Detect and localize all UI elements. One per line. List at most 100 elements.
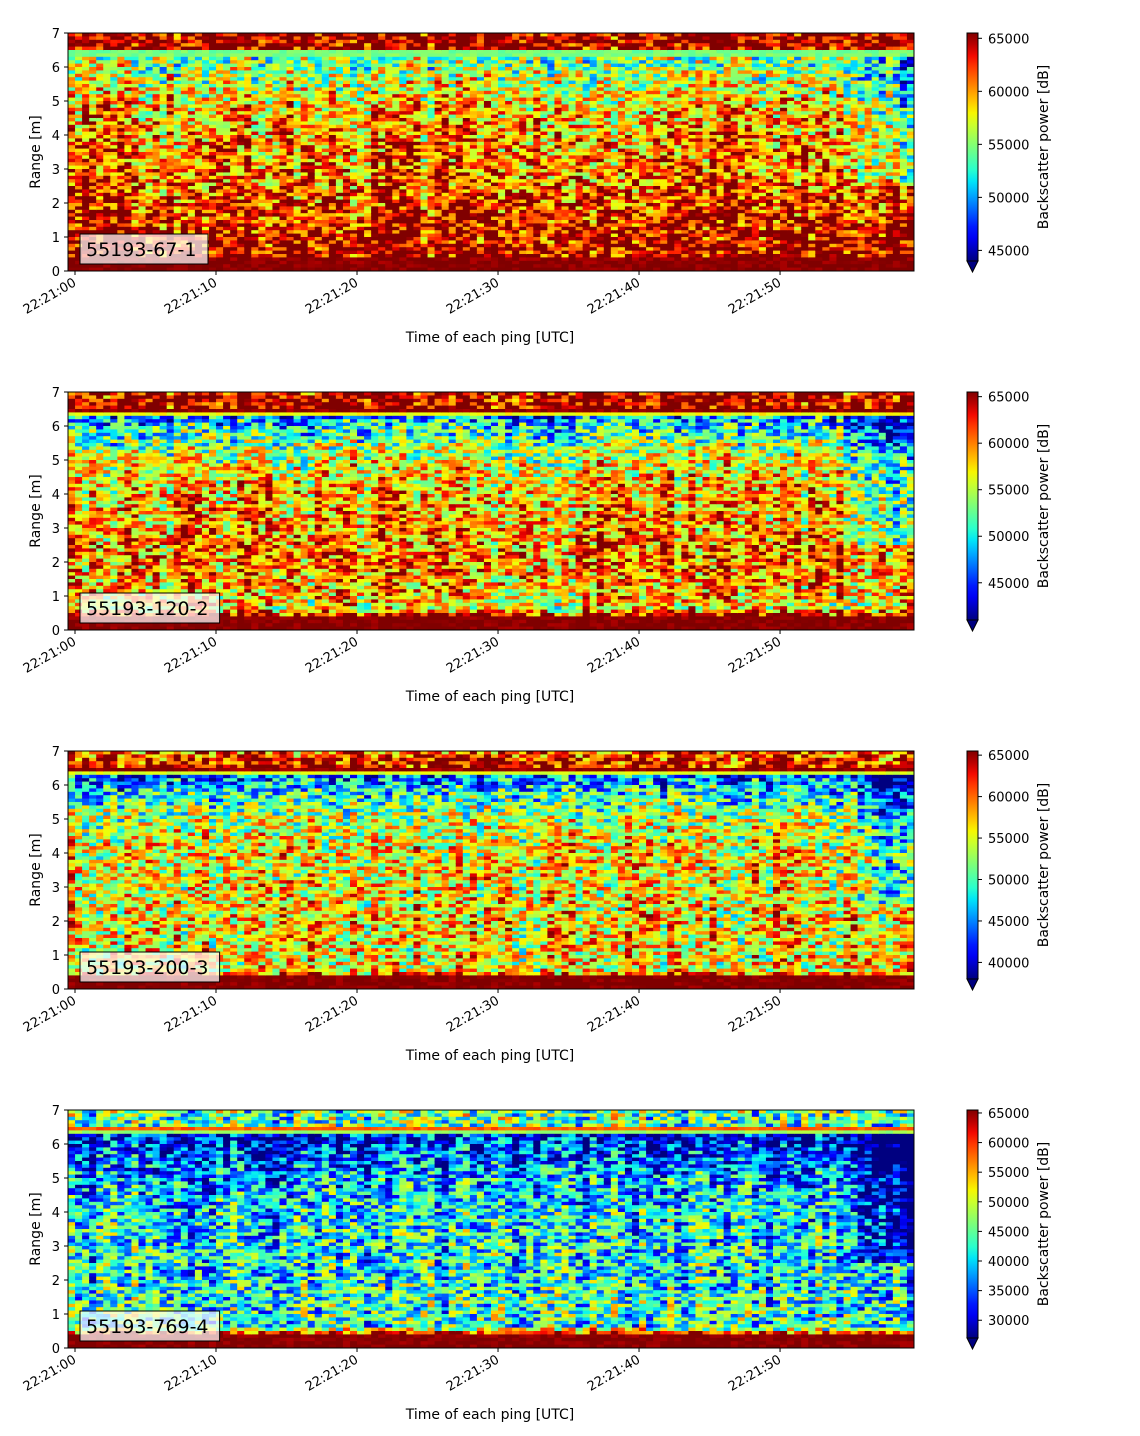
- heatmap-cell: [96, 36, 104, 41]
- heatmap-cell: [209, 67, 217, 71]
- heatmap-cell: [561, 209, 570, 214]
- heatmap-cell: [258, 104, 266, 109]
- heatmap-cell: [300, 254, 309, 258]
- heatmap-cell: [258, 135, 266, 139]
- heatmap-cell: [251, 67, 259, 71]
- heatmap-cell: [223, 169, 231, 173]
- heatmap-cell: [512, 107, 520, 112]
- heatmap-cell: [209, 175, 217, 180]
- heatmap-cell: [201, 50, 210, 54]
- heatmap-cell: [420, 213, 429, 218]
- heatmap-cell: [237, 209, 245, 214]
- heatmap-cell: [230, 121, 238, 126]
- heatmap-cell: [180, 199, 189, 204]
- heatmap-cell: [378, 237, 386, 241]
- heatmap-cell: [554, 36, 563, 41]
- heatmap-cell: [512, 179, 520, 184]
- heatmap-cell: [413, 56, 422, 61]
- heatmap-cell: [117, 118, 125, 122]
- heatmap-cell: [505, 179, 513, 184]
- heatmap-cell: [533, 141, 541, 146]
- heatmap-cell: [75, 145, 83, 150]
- heatmap-cell: [265, 203, 274, 207]
- heatmap-cell: [413, 155, 422, 160]
- heatmap-cell: [159, 70, 168, 75]
- heatmap-cell: [152, 169, 161, 173]
- heatmap-cell: [519, 124, 527, 129]
- heatmap-cell: [533, 73, 541, 78]
- heatmap-cell: [561, 114, 570, 119]
- heatmap-cell: [533, 257, 541, 262]
- heatmap-cell: [251, 104, 259, 109]
- heatmap-cell: [321, 223, 330, 228]
- heatmap-cell: [117, 70, 125, 75]
- heatmap-cell: [364, 77, 372, 82]
- heatmap-cell: [483, 247, 492, 252]
- heatmap-cell: [540, 90, 548, 95]
- heatmap-cell: [371, 192, 379, 197]
- heatmap-cell: [194, 90, 203, 95]
- heatmap-cell: [223, 70, 231, 75]
- heatmap-cell: [173, 148, 182, 153]
- heatmap-cell: [230, 223, 238, 228]
- heatmap-cell: [117, 97, 125, 102]
- heatmap-cell: [350, 172, 358, 177]
- heatmap-cell: [230, 104, 238, 109]
- heatmap-cell: [152, 60, 161, 65]
- heatmap-cell: [427, 70, 436, 75]
- heatmap-cell: [350, 118, 358, 122]
- heatmap-cell: [159, 220, 168, 224]
- heatmap-cell: [89, 39, 97, 44]
- heatmap-cell: [258, 155, 266, 160]
- heatmap-cell: [103, 223, 111, 228]
- heatmap-cell: [512, 124, 520, 129]
- heatmap-cell: [321, 114, 330, 119]
- heatmap-cell: [441, 97, 450, 102]
- heatmap-cell: [512, 90, 520, 95]
- heatmap-cell: [455, 199, 464, 204]
- heatmap-cell: [364, 247, 372, 252]
- heatmap-cell: [209, 107, 217, 112]
- heatmap-cell: [554, 267, 563, 271]
- heatmap-cell: [441, 90, 450, 95]
- heatmap-cell: [82, 189, 90, 194]
- heatmap-cell: [413, 104, 422, 109]
- heatmap-cell: [533, 84, 541, 88]
- heatmap-cell: [420, 70, 429, 75]
- heatmap-cell: [498, 111, 506, 116]
- heatmap-cell: [350, 138, 358, 143]
- heatmap-cell: [223, 172, 231, 177]
- heatmap-cell: [420, 135, 429, 139]
- heatmap-cell: [476, 63, 485, 68]
- heatmap-cell: [512, 36, 520, 41]
- heatmap-cell: [117, 77, 125, 82]
- heatmap-cell: [547, 199, 556, 204]
- heatmap-cell: [385, 260, 393, 265]
- heatmap-cell: [279, 138, 288, 143]
- heatmap-cell: [483, 124, 492, 129]
- heatmap-cell: [448, 73, 457, 78]
- heatmap-cell: [307, 104, 316, 109]
- heatmap-cell: [244, 196, 252, 201]
- heatmap-cell: [180, 264, 189, 269]
- heatmap-cell: [505, 220, 513, 224]
- heatmap-cell: [519, 67, 527, 71]
- heatmap-cell: [145, 124, 154, 129]
- heatmap-cell: [138, 192, 147, 197]
- heatmap-cell: [350, 107, 358, 112]
- heatmap-cell: [258, 128, 266, 133]
- heatmap-cell: [265, 247, 274, 252]
- heatmap-cell: [223, 254, 231, 258]
- heatmap-cell: [286, 243, 295, 248]
- heatmap-cell: [180, 220, 189, 224]
- heatmap-cell: [96, 107, 104, 112]
- heatmap-cell: [364, 179, 372, 184]
- heatmap-cell: [469, 230, 478, 235]
- heatmap-cell: [82, 97, 90, 102]
- heatmap-cell: [342, 67, 351, 71]
- heatmap-cell: [392, 192, 400, 197]
- heatmap-cell: [378, 50, 386, 54]
- heatmap-cell: [392, 43, 400, 48]
- heatmap-cell: [554, 209, 563, 214]
- heatmap-cell: [427, 240, 436, 245]
